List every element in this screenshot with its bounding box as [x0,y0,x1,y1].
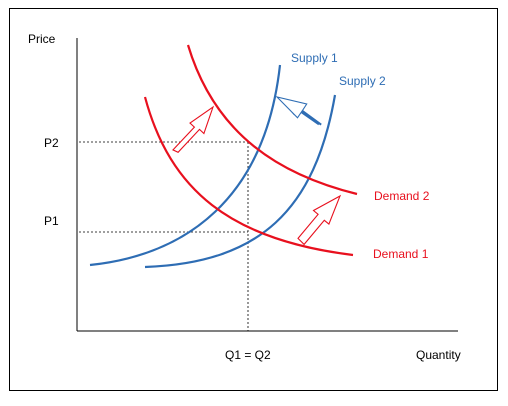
demand-2-label: Demand 2 [374,189,430,203]
x-axis-label: Quantity [416,348,461,362]
outer-border [9,8,498,391]
supply-1-curve [89,64,282,267]
price-tick-p2: P2 [44,136,59,150]
y-axis-label: Price [28,32,56,46]
demand-2-curve [186,44,358,196]
supply-2-curve [144,94,337,269]
supply-shift-arrow [275,96,322,126]
demand-shift-arrow-upper [172,105,215,153]
supply-2-label: Supply 2 [339,74,386,88]
supply-1-label: Supply 1 [291,51,338,65]
demand-shift-arrow-lower [297,194,342,246]
price-tick-p1: P1 [44,214,59,228]
demand-1-label: Demand 1 [373,247,429,261]
quantity-tick-q1-q2: Q1 = Q2 [225,348,271,362]
demand-1-curve [143,96,354,257]
